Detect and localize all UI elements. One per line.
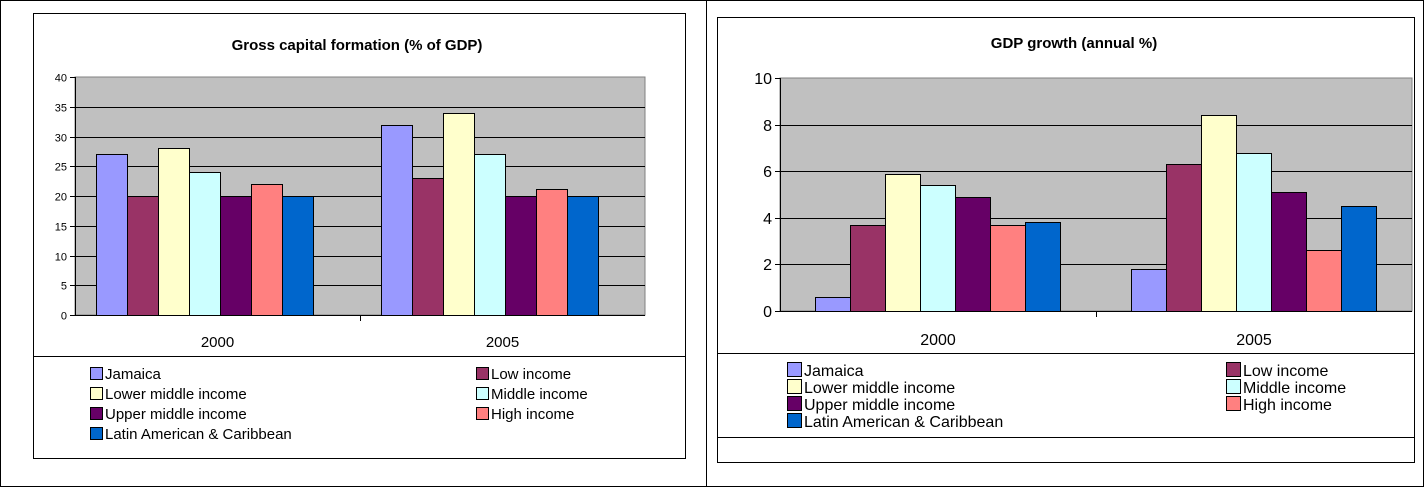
c1-bar-middle-income-2005 [474,154,506,316]
c2-category-label-2000: 2000 [920,332,956,349]
c1-bar-low-income-2005 [412,178,444,316]
c2-y-tick-label-6: 6 [763,164,772,181]
c1-bar-latin-american-caribbean-2000 [282,196,314,316]
c1-legend-label-jamaica: Jamaica [105,366,162,383]
c2-legend-swatch-lower-middle-income [787,379,802,394]
c1-y-tick-label-20: 20 [55,191,67,203]
c1-legend-label-high-income: High income [491,406,574,423]
c1-legend-swatch-upper-middle-income [90,407,103,420]
c2-legend-label-high-income: High income [1243,397,1332,414]
chart2-category-labels: 2000 2005 [920,332,1272,349]
c2-legend-swatch-high-income [1226,396,1241,411]
c2-bar-lower-middle-income-2000 [885,174,921,312]
c1-bar-lower-middle-income-2005 [443,113,475,316]
c1-category-label-2000: 2000 [201,334,234,351]
chart1-title: Gross capital formation (% of GDP) [232,37,483,54]
c2-y-tick-label-0: 0 [763,304,772,321]
c2-bar-upper-middle-income-2005 [1271,192,1307,312]
c1-legend-label-upper-middle-income: Upper middle income [105,406,247,423]
c1-y-tick-label-25: 25 [55,161,67,173]
chart2-bars [815,115,1377,312]
c1-legend-label-middle-income: Middle income [491,386,588,403]
c1-legend-label-lower-middle-income: Lower middle income [105,386,247,403]
c1-bar-latin-american-caribbean-2005 [567,196,599,316]
c1-bar-upper-middle-income-2005 [505,196,537,316]
c2-legend-label-low-income: Low income [1243,363,1328,380]
chart1-y-tick-labels: 0 5 10 15 20 25 30 35 40 [55,72,67,322]
c1-legend-swatch-latin-american-caribbean [90,427,103,440]
c1-y-tick-label-30: 30 [55,132,67,144]
chart-gdp-growth: GDP growth (annual %) 0 2 4 6 8 10 2000 2005 J… [717,17,1415,463]
c2-bar-latin-american-caribbean-2005 [1341,206,1377,312]
c2-legend-swatch-upper-middle-income [787,396,802,411]
chart1-axes [70,77,645,321]
c1-bar-middle-income-2000 [189,172,221,316]
c1-legend-swatch-high-income [476,407,489,420]
c2-bar-middle-income-2000 [920,185,956,312]
c1-bar-low-income-2000 [127,196,159,316]
c1-legend-swatch-jamaica [90,367,103,380]
c2-legend-swatch-middle-income [1226,379,1241,394]
c2-y-tick-label-2: 2 [763,257,772,274]
c1-legend-swatch-lower-middle-income [90,387,103,400]
chart2-y-tick-labels: 0 2 4 6 8 10 [754,71,772,321]
c2-legend-label-lower-middle-income: Lower middle income [804,380,955,397]
c1-y-tick-label-5: 5 [61,280,67,292]
c1-bar-lower-middle-income-2000 [158,148,190,316]
c2-bar-jamaica-2005 [1131,269,1167,312]
c1-y-tick-label-0: 0 [61,310,67,322]
c1-bar-upper-middle-income-2000 [220,196,252,316]
c2-y-tick-label-8: 8 [763,118,772,135]
c2-bar-upper-middle-income-2000 [955,197,991,312]
c2-bar-low-income-2000 [850,225,886,312]
c1-bar-jamaica-2005 [381,125,413,316]
chart1-bars [96,113,599,316]
c1-legend-label-low-income: Low income [491,366,571,383]
c2-legend-label-middle-income: Middle income [1243,380,1346,397]
c1-category-label-2005: 2005 [486,334,519,351]
c2-bar-high-income-2000 [990,225,1026,312]
c1-legend-label-latin-american-caribbean: Latin American & Caribbean [105,426,292,443]
c2-y-tick-label-10: 10 [754,71,772,88]
c1-bar-jamaica-2000 [96,154,128,316]
c2-bar-high-income-2005 [1306,250,1342,312]
chart2-title: GDP growth (annual %) [991,35,1157,52]
chart2-legend: Jamaica Low income Lower middle income Midd… [787,362,1346,431]
c2-bar-low-income-2005 [1166,164,1202,312]
c2-bar-latin-american-caribbean-2000 [1025,222,1061,312]
chart1-category-labels: 2000 2005 [201,334,519,351]
c2-legend-swatch-latin-american-caribbean [787,413,802,428]
c1-y-tick-label-35: 35 [55,102,67,114]
chart1-legend: Jamaica Low income Lower middle income Midd… [90,366,588,443]
c2-legend-label-upper-middle-income: Upper middle income [804,397,955,414]
c2-bar-middle-income-2005 [1236,153,1272,312]
c2-legend-label-jamaica: Jamaica [804,363,864,380]
c2-legend-label-latin-american-caribbean: Latin American & Caribbean [804,414,1003,431]
c2-legend-swatch-jamaica [787,362,802,377]
c2-y-tick-label-4: 4 [763,211,772,228]
c1-bar-high-income-2005 [536,189,568,316]
c1-y-tick-label-15: 15 [55,221,67,233]
chart-gross-capital-formation: Gross capital formation (% of GDP) 0 5 10 1… [33,13,686,459]
c1-legend-swatch-middle-income [476,387,489,400]
c1-bar-high-income-2000 [251,184,283,316]
c2-bar-jamaica-2000 [815,297,851,312]
chart2-axes [775,78,1412,317]
c2-bar-lower-middle-income-2005 [1201,115,1237,312]
c1-y-tick-label-10: 10 [55,251,67,263]
c1-y-tick-label-40: 40 [55,72,67,84]
c2-legend-swatch-low-income [1226,362,1241,377]
c2-category-label-2005: 2005 [1236,332,1272,349]
c1-legend-swatch-low-income [476,367,489,380]
